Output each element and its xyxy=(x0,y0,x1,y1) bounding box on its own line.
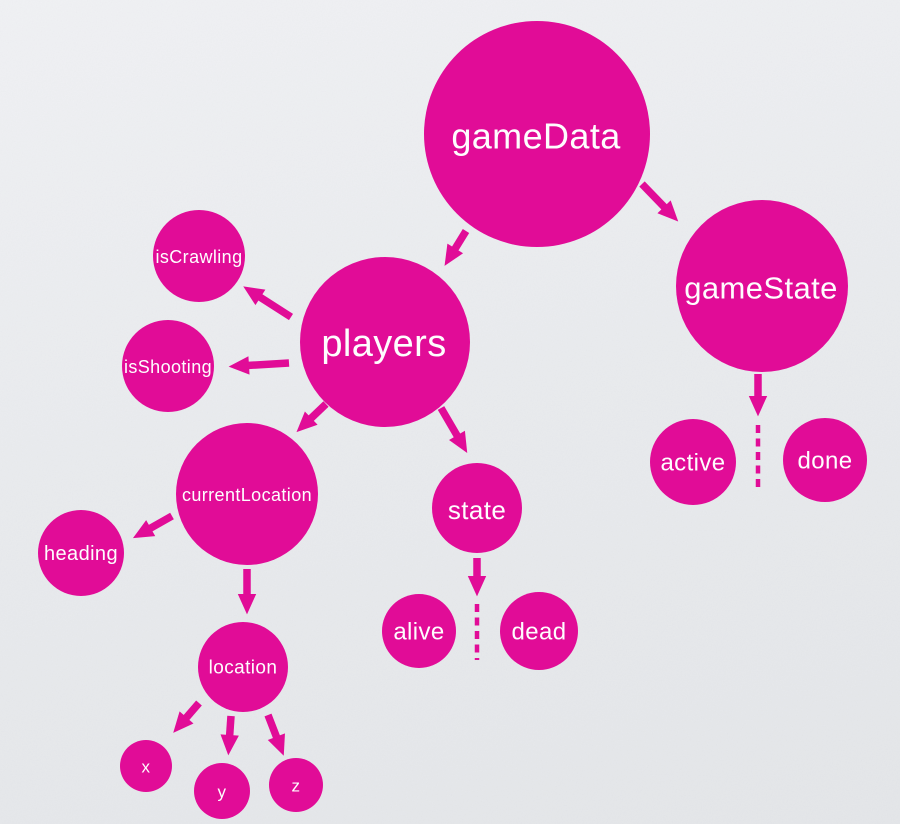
node-heading: heading xyxy=(38,510,124,596)
node-active-label: active xyxy=(660,450,725,477)
node-y: y xyxy=(194,763,250,819)
node-gamestate: gameState xyxy=(676,200,848,372)
node-done: done xyxy=(783,418,867,502)
node-gamestate-label: gameState xyxy=(684,271,838,306)
node-heading-label: heading xyxy=(44,543,118,565)
node-is-crawling-circle xyxy=(153,210,245,302)
node-z-circle xyxy=(269,758,323,812)
node-active: active xyxy=(650,419,736,505)
node-gamedata: gameData xyxy=(424,21,650,247)
node-x-label: x xyxy=(142,758,151,777)
node-is-shooting-circle xyxy=(122,320,214,412)
node-players-label: players xyxy=(321,323,446,365)
node-gamestate-circle xyxy=(676,200,848,372)
node-players-circle xyxy=(300,257,470,427)
node-done-label: done xyxy=(798,448,853,475)
node-done-circle xyxy=(783,418,867,502)
node-z: z xyxy=(269,758,323,812)
edge-players-is-shooting xyxy=(228,356,290,375)
node-state: state xyxy=(432,463,522,553)
node-state-label: state xyxy=(448,495,506,525)
node-z-label: z xyxy=(292,777,301,796)
node-gamedata-circle xyxy=(424,21,650,247)
edges xyxy=(132,181,768,756)
edge-location-x xyxy=(173,700,202,733)
node-x-circle xyxy=(120,740,172,792)
node-location-label: location xyxy=(209,658,278,679)
node-current-location-label: currentLocation xyxy=(182,485,312,505)
node-dead: dead xyxy=(500,592,578,670)
edge-gamedata-players xyxy=(444,229,470,266)
node-dead-label: dead xyxy=(512,619,567,646)
node-active-circle xyxy=(650,419,736,505)
node-is-shooting-label: isShooting xyxy=(124,357,212,377)
node-is-shooting: isShooting xyxy=(122,320,214,412)
node-gamedata-label: gameData xyxy=(451,116,621,157)
edge-players-current-location xyxy=(296,401,329,433)
node-heading-circle xyxy=(38,510,124,596)
edge-location-y xyxy=(220,715,239,756)
node-location: location xyxy=(198,622,288,712)
node-alive-label: alive xyxy=(393,619,444,646)
node-current-location: currentLocation xyxy=(176,423,318,565)
node-y-label: y xyxy=(218,783,227,802)
node-location-circle xyxy=(198,622,288,712)
node-players: players xyxy=(300,257,470,427)
node-x: x xyxy=(120,740,172,792)
node-alive-circle xyxy=(382,594,456,668)
node-is-crawling: isCrawling xyxy=(153,210,245,302)
edge-players-state xyxy=(437,406,468,453)
edge-gamedata-gamestate xyxy=(639,181,679,222)
node-current-location-circle xyxy=(176,423,318,565)
node-state-circle xyxy=(432,463,522,553)
edge-current-location-heading xyxy=(132,512,174,539)
node-y-circle xyxy=(194,763,250,819)
node-dead-circle xyxy=(500,592,578,670)
edge-players-is-crawling xyxy=(243,286,294,321)
node-is-crawling-label: isCrawling xyxy=(155,247,242,267)
edge-location-z xyxy=(264,713,285,756)
node-alive: alive xyxy=(382,594,456,668)
